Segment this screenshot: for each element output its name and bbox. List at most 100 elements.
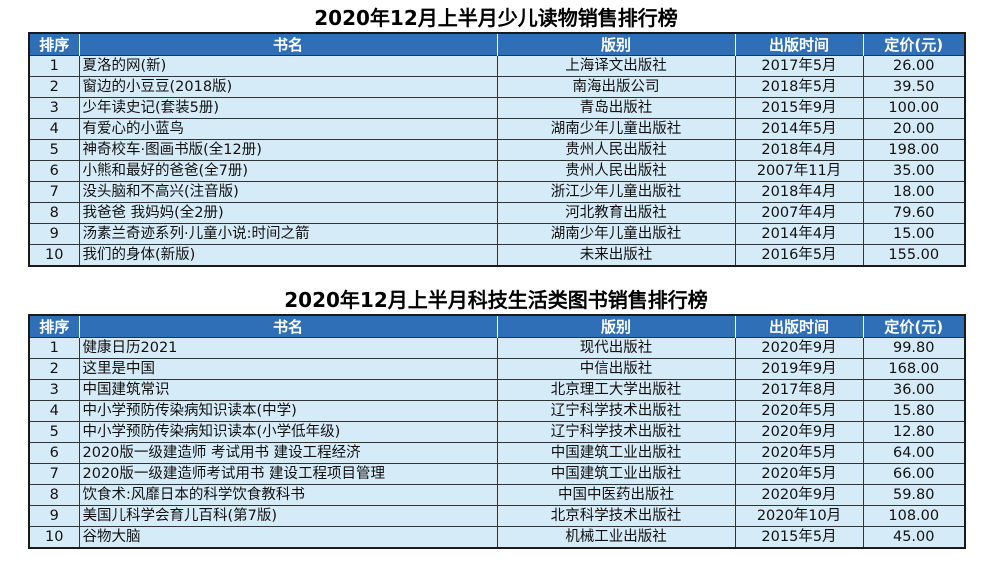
table-row: 2 这里是中国 中信出版社 2019年9月 168.00 bbox=[28, 358, 966, 380]
price-cell: 168.00 bbox=[862, 358, 966, 380]
price-cell: 99.80 bbox=[862, 337, 966, 359]
header-title: 书名 bbox=[79, 315, 498, 338]
date-cell: 2007年11月 bbox=[734, 160, 864, 182]
table-title: 2020年12月上半月科技生活类图书销售排行榜 bbox=[284, 288, 708, 312]
rank-cell: 9 bbox=[28, 505, 80, 527]
title-cell: 神奇校车·图画书版(全12册) bbox=[78, 139, 498, 161]
table-title: 2020年12月上半月少儿读物销售排行榜 bbox=[314, 6, 678, 30]
rank-cell: 5 bbox=[28, 421, 80, 443]
table-row: 6 小熊和最好的爸爸(全7册) 贵州人民出版社 2007年11月 35.00 bbox=[28, 160, 966, 182]
header-date: 出版时间 bbox=[735, 315, 864, 338]
rank-cell: 5 bbox=[28, 139, 80, 161]
table-row: 6 2020版一级建造师 考试用书 建设工程经济 中国建筑工业出版社 2020年5月 6… bbox=[28, 442, 966, 464]
title-cell: 有爱心的小蓝鸟 bbox=[78, 118, 498, 140]
table-row: 7 没头脑和不高兴(注音版) 浙江少年儿童出版社 2018年4月 18.00 bbox=[28, 181, 966, 203]
price-cell: 108.00 bbox=[862, 505, 966, 527]
publisher-cell: 河北教育出版社 bbox=[496, 202, 736, 224]
price-cell: 59.80 bbox=[862, 484, 966, 506]
table-row: 10 谷物大脑 机械工业出版社 2015年5月 45.00 bbox=[28, 526, 966, 549]
header-title: 书名 bbox=[79, 33, 498, 56]
tech-life-books-ranking: 2020年12月上半月科技生活类图书销售排行榜 排序 书名 版别 出版时间 定价… bbox=[28, 286, 966, 549]
price-cell: 26.00 bbox=[862, 55, 966, 77]
table-row: 5 中小学预防传染病知识读本(小学低年级) 辽宁科学技术出版社 2020年9月 12.8… bbox=[28, 421, 966, 443]
header-date: 出版时间 bbox=[735, 33, 864, 56]
date-cell: 2020年9月 bbox=[734, 337, 864, 359]
publisher-cell: 辽宁科学技术出版社 bbox=[496, 400, 736, 422]
rank-cell: 2 bbox=[28, 76, 80, 98]
rank-cell: 1 bbox=[28, 55, 80, 77]
publisher-cell: 青岛出版社 bbox=[496, 97, 736, 119]
price-cell: 20.00 bbox=[862, 118, 966, 140]
date-cell: 2019年9月 bbox=[734, 358, 864, 380]
rank-cell: 2 bbox=[28, 358, 80, 380]
date-cell: 2017年5月 bbox=[734, 55, 864, 77]
date-cell: 2018年4月 bbox=[734, 139, 864, 161]
rank-cell: 4 bbox=[28, 400, 80, 422]
publisher-cell: 现代出版社 bbox=[496, 337, 736, 359]
title-cell: 谷物大脑 bbox=[78, 526, 498, 549]
publisher-cell: 浙江少年儿童出版社 bbox=[496, 181, 736, 203]
table-row: 2 窗边的小豆豆(2018版) 南海出版公司 2018年5月 39.50 bbox=[28, 76, 966, 98]
date-cell: 2015年5月 bbox=[734, 526, 864, 549]
price-cell: 36.00 bbox=[862, 379, 966, 401]
publisher-cell: 中国中医药出版社 bbox=[496, 484, 736, 506]
header-price: 定价(元) bbox=[863, 315, 965, 338]
price-cell: 198.00 bbox=[862, 139, 966, 161]
title-cell: 没头脑和不高兴(注音版) bbox=[78, 181, 498, 203]
publisher-cell: 辽宁科学技术出版社 bbox=[496, 421, 736, 443]
title-cell: 我们的身体(新版) bbox=[78, 244, 498, 267]
publisher-cell: 机械工业出版社 bbox=[496, 526, 736, 549]
title-cell: 我爸爸 我妈妈(全2册) bbox=[78, 202, 498, 224]
ranking-table: 排序 书名 版别 出版时间 定价(元) 1 健康日历2021 现代出版社 2020年9… bbox=[28, 314, 966, 549]
date-cell: 2020年5月 bbox=[734, 400, 864, 422]
publisher-cell: 贵州人民出版社 bbox=[496, 139, 736, 161]
table-row: 1 健康日历2021 现代出版社 2020年9月 99.80 bbox=[28, 337, 966, 359]
table-row: 9 汤素兰奇迹系列·儿童小说:时间之箭 湖南少年儿童出版社 2014年4月 15.00 bbox=[28, 223, 966, 245]
table-row: 8 饮食术:风靡日本的科学饮食教科书 中国中医药出版社 2020年9月 59.80 bbox=[28, 484, 966, 506]
rank-cell: 3 bbox=[28, 97, 80, 119]
table-row: 3 中国建筑常识 北京理工大学出版社 2017年8月 36.00 bbox=[28, 379, 966, 401]
date-cell: 2020年9月 bbox=[734, 421, 864, 443]
publisher-cell: 中国建筑工业出版社 bbox=[496, 442, 736, 464]
rank-cell: 4 bbox=[28, 118, 80, 140]
price-cell: 18.00 bbox=[862, 181, 966, 203]
title-cell: 汤素兰奇迹系列·儿童小说:时间之箭 bbox=[78, 223, 498, 245]
date-cell: 2014年5月 bbox=[734, 118, 864, 140]
title-cell: 少年读史记(套装5册) bbox=[78, 97, 498, 119]
header-rank: 排序 bbox=[29, 315, 80, 338]
header-publisher: 版别 bbox=[497, 315, 736, 338]
rank-cell: 1 bbox=[28, 337, 80, 359]
rank-cell: 6 bbox=[28, 442, 80, 464]
rank-cell: 8 bbox=[28, 484, 80, 506]
rank-cell: 10 bbox=[28, 526, 80, 549]
date-cell: 2018年4月 bbox=[734, 181, 864, 203]
header-publisher: 版别 bbox=[497, 33, 736, 56]
rank-cell: 10 bbox=[28, 244, 80, 267]
date-cell: 2020年5月 bbox=[734, 442, 864, 464]
title-cell: 中小学预防传染病知识读本(小学低年级) bbox=[78, 421, 498, 443]
table-row: 4 中小学预防传染病知识读本(中学) 辽宁科学技术出版社 2020年5月 15.80 bbox=[28, 400, 966, 422]
table-row: 1 夏洛的网(新) 上海译文出版社 2017年5月 26.00 bbox=[28, 55, 966, 77]
title-cell: 这里是中国 bbox=[78, 358, 498, 380]
title-cell: 小熊和最好的爸爸(全7册) bbox=[78, 160, 498, 182]
childrens-books-ranking: 2020年12月上半月少儿读物销售排行榜 排序 书名 版别 出版时间 定价(元)… bbox=[28, 4, 966, 267]
publisher-cell: 南海出版公司 bbox=[496, 76, 736, 98]
price-cell: 39.50 bbox=[862, 76, 966, 98]
title-cell: 饮食术:风靡日本的科学饮食教科书 bbox=[78, 484, 498, 506]
price-cell: 79.60 bbox=[862, 202, 966, 224]
price-cell: 100.00 bbox=[862, 97, 966, 119]
date-cell: 2016年5月 bbox=[734, 244, 864, 267]
title-cell: 健康日历2021 bbox=[78, 337, 498, 359]
table-row: 7 2020版一级建造师考试用书 建设工程项目管理 中国建筑工业出版社 2020年5月… bbox=[28, 463, 966, 485]
date-cell: 2007年4月 bbox=[734, 202, 864, 224]
title-cell: 2020版一级建造师考试用书 建设工程项目管理 bbox=[78, 463, 498, 485]
table-row: 8 我爸爸 我妈妈(全2册) 河北教育出版社 2007年4月 79.60 bbox=[28, 202, 966, 224]
price-cell: 35.00 bbox=[862, 160, 966, 182]
table-row: 5 神奇校车·图画书版(全12册) 贵州人民出版社 2018年4月 198.00 bbox=[28, 139, 966, 161]
table-row: 9 美国儿科学会育儿百科(第7版) 北京科学技术出版社 2020年10月 108.00 bbox=[28, 505, 966, 527]
date-cell: 2015年9月 bbox=[734, 97, 864, 119]
price-cell: 155.00 bbox=[862, 244, 966, 267]
title-cell: 2020版一级建造师 考试用书 建设工程经济 bbox=[78, 442, 498, 464]
date-cell: 2020年9月 bbox=[734, 484, 864, 506]
publisher-cell: 湖南少年儿童出版社 bbox=[496, 118, 736, 140]
